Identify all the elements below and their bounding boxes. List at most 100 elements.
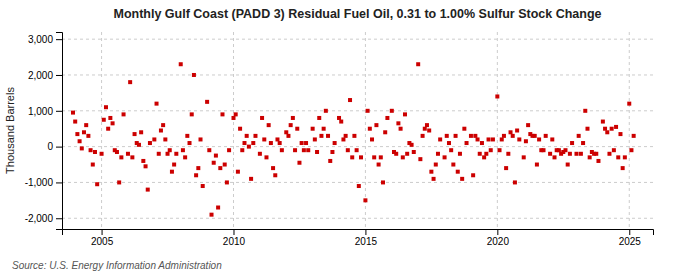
point <box>629 148 633 152</box>
annotation: Source: U.S. Energy Information Administ… <box>12 260 222 271</box>
point <box>339 120 343 124</box>
point <box>627 102 631 106</box>
x-grid-line <box>101 32 102 229</box>
x-tick: 2010 <box>223 229 246 247</box>
point <box>212 161 216 165</box>
point <box>614 125 618 129</box>
point <box>146 188 150 192</box>
point <box>86 134 90 138</box>
point <box>328 159 332 163</box>
point <box>201 184 205 188</box>
point <box>214 154 218 158</box>
point <box>588 155 592 159</box>
point <box>454 134 458 138</box>
point <box>469 134 473 138</box>
y-tick: 1,000 <box>28 106 62 117</box>
point <box>374 123 378 127</box>
point <box>179 62 183 66</box>
point <box>449 148 453 152</box>
point <box>438 137 442 141</box>
point <box>607 152 611 156</box>
point <box>436 152 440 156</box>
point <box>152 137 156 141</box>
y-tick-label: 2,000 <box>28 70 53 81</box>
point <box>410 143 414 147</box>
point <box>302 148 306 152</box>
point <box>517 137 521 141</box>
point <box>418 157 422 161</box>
point <box>278 141 282 145</box>
point <box>148 141 152 145</box>
point <box>574 152 578 156</box>
x-tick-mark <box>629 229 630 235</box>
point <box>522 155 526 159</box>
point <box>144 164 148 168</box>
point <box>487 137 491 141</box>
point <box>405 152 409 156</box>
point <box>563 148 567 152</box>
x-tick-label: 2015 <box>355 236 378 247</box>
point <box>557 148 561 152</box>
point <box>621 166 625 170</box>
point <box>471 173 475 177</box>
y-tick: -2,000 <box>25 213 62 224</box>
point <box>330 150 334 154</box>
point <box>594 152 598 156</box>
point <box>122 112 126 116</box>
point <box>456 170 460 174</box>
point <box>313 137 317 141</box>
point <box>267 123 271 127</box>
y-grid-line <box>62 182 653 183</box>
point <box>344 134 348 138</box>
point <box>506 152 510 156</box>
point <box>205 100 209 104</box>
x-grid-line <box>629 32 630 229</box>
point <box>544 134 548 138</box>
point <box>412 150 416 154</box>
y-tick-mark <box>56 147 62 148</box>
point <box>247 145 251 149</box>
point <box>553 155 557 159</box>
point <box>291 116 295 120</box>
point <box>579 152 583 156</box>
point <box>355 148 359 152</box>
y-tick: -1,000 <box>25 177 62 188</box>
point <box>159 129 163 133</box>
point <box>377 163 381 167</box>
point <box>394 152 398 156</box>
y-tick: 0 <box>47 141 62 152</box>
point <box>451 163 455 167</box>
point <box>225 180 229 184</box>
point <box>168 148 172 152</box>
plot: 20052010201520202025-2,000-1,00001,0002,… <box>25 32 654 247</box>
point <box>220 112 224 116</box>
x-tick: 2025 <box>619 229 642 247</box>
point <box>242 141 246 145</box>
points <box>71 62 636 216</box>
point <box>185 134 189 138</box>
point <box>401 155 405 159</box>
point <box>295 127 299 131</box>
y-axis: -2,000-1,00001,0002,0003,000 <box>25 33 63 230</box>
x-tick-mark <box>233 229 234 235</box>
point <box>366 109 370 113</box>
point <box>612 148 616 152</box>
x-tick-mark <box>102 229 103 235</box>
point <box>104 105 108 109</box>
y-tick-mark <box>56 75 62 76</box>
point <box>183 155 187 159</box>
y-grid-line <box>62 39 653 40</box>
point <box>210 213 214 217</box>
y-tick-mark <box>56 39 62 40</box>
point <box>240 148 244 152</box>
y-tick: 2,000 <box>28 70 62 81</box>
point <box>234 112 238 116</box>
point <box>526 123 530 127</box>
point <box>396 121 400 125</box>
point <box>346 148 350 152</box>
point <box>368 127 372 131</box>
point <box>385 116 389 120</box>
point <box>95 182 99 186</box>
x-grid-line <box>497 32 498 229</box>
point <box>498 148 502 152</box>
